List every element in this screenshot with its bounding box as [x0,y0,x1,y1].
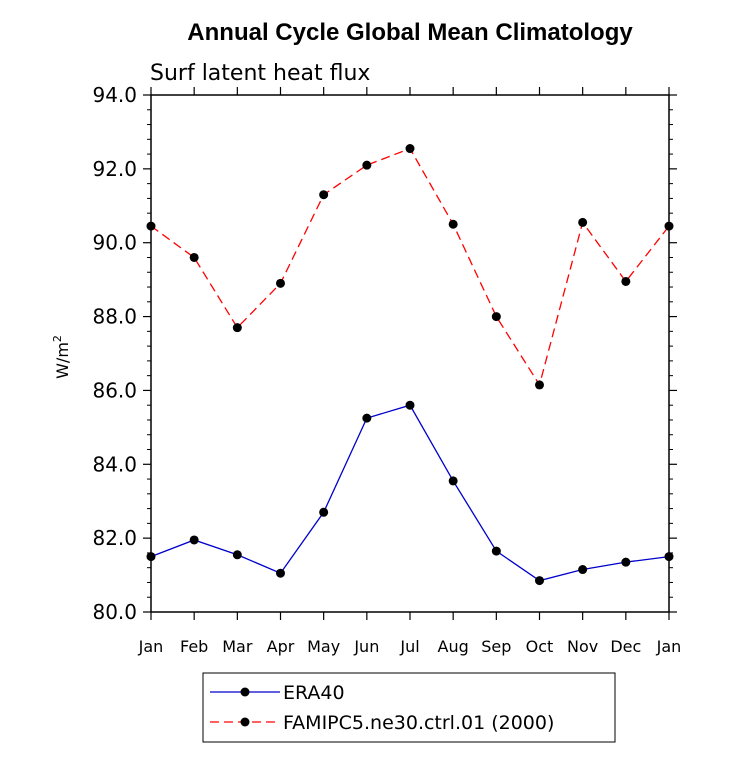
plot-frame [150,94,670,613]
y-axis-label: W/m2 [51,335,72,379]
svg-text:W/m2: W/m2 [51,335,72,379]
data-point [146,552,156,562]
y-tick-label: 80.0 [92,600,137,624]
x-tick-label: May [307,637,340,656]
data-point [535,576,544,586]
data-point [405,144,415,154]
y-tick-label: 86.0 [92,378,137,402]
data-point [232,550,242,560]
legend-marker [240,717,250,727]
data-point [664,552,674,562]
data-point [621,557,631,567]
axes: 80.0 82.0 84.0 86.0 88.0 90.0 92.0 94.0 Jan Feb Ma… [92,83,681,656]
legend-label: FAMIPC5.ne30.ctrl.01 (2000) [283,712,554,734]
y-tick-label: 88.0 [92,305,137,329]
y-tick-label: 92.0 [92,157,137,181]
series-line [150,147,670,387]
data-point [578,217,588,227]
series-line [150,404,670,582]
y-tick-label: 94.0 [92,83,137,107]
legend-box [202,672,616,743]
x-tick-label: Nov [567,637,598,656]
x-tick-label: Jun [353,637,379,656]
y-tick-label: 82.0 [92,526,137,550]
x-tick-label: Jan [138,637,164,656]
data-point [664,221,674,231]
series-1 [146,400,674,586]
data-point [621,276,631,286]
x-tick-label: Jan [656,637,682,656]
data-point [276,278,285,288]
chart-title: Annual Cycle Global Mean Climatology [187,19,633,46]
x-tick-label: Sep [481,637,511,656]
data-point [276,568,285,578]
data-point [362,160,372,170]
series-2 [146,144,674,390]
y-tick-label: 90.0 [92,231,137,255]
legend-label: ERA40 [283,682,345,704]
data-point [491,312,501,322]
x-tick-label: Feb [180,637,208,656]
x-tick-label: Apr [267,637,295,656]
data-point [146,221,156,231]
data-point [319,190,329,200]
data-point [491,546,501,556]
y-axis-label-superscript: 2 [51,335,64,342]
data-point [362,413,372,423]
data-point [535,380,544,390]
data-point [189,535,199,545]
x-tick-label: Aug [438,637,469,656]
data-point [448,476,458,486]
x-tick-label: Jul [399,637,419,656]
data-point [448,219,458,229]
series-layer [146,144,674,586]
data-point [232,323,242,333]
x-tick-label: Oct [526,637,554,656]
legend-marker [240,687,250,697]
x-tick-label: Dec [610,637,641,656]
legend: ERA40 FAMIPC5.ne30.ctrl.01 (2000) [202,672,616,743]
x-tick-label: Mar [222,637,253,656]
data-point [578,565,588,575]
y-axis-label-text: W/m [53,342,72,379]
chart-subtitle: Surf latent heat flux [150,61,370,86]
data-point [189,252,199,262]
y-tick-label: 84.0 [92,452,137,476]
data-point [405,400,415,410]
data-point [319,507,329,517]
